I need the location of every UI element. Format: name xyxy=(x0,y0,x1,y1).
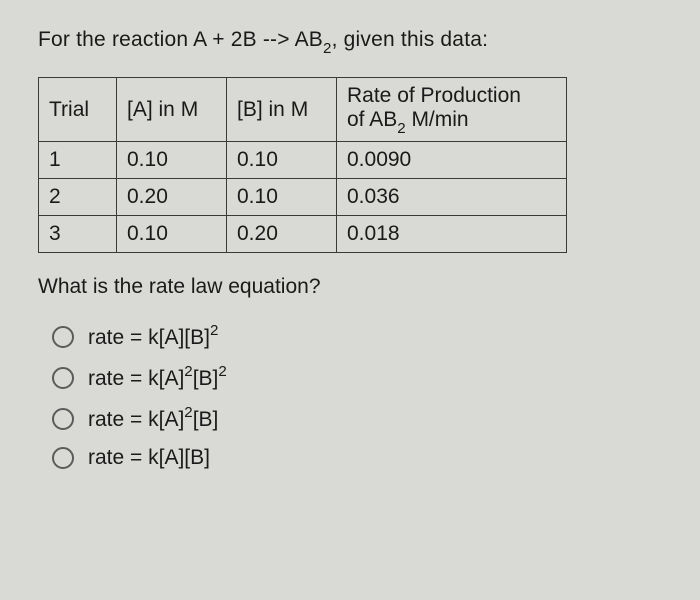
cell-a: 0.10 xyxy=(117,216,227,253)
table-row: 3 0.10 0.20 0.018 xyxy=(39,216,567,253)
cell-a: 0.20 xyxy=(117,179,227,216)
radio-icon[interactable] xyxy=(52,326,74,348)
radio-icon[interactable] xyxy=(52,408,74,430)
th-trial: Trial xyxy=(39,78,117,142)
table-header-row: Trial [A] in M [B] in M Rate of Producti… xyxy=(39,78,567,142)
question-prefix: For the reaction A + 2B --> AB xyxy=(38,28,323,51)
cell-rate: 0.018 xyxy=(337,216,567,253)
question-suffix: , given this data: xyxy=(332,28,489,51)
prompt-text: What is the rate law equation? xyxy=(38,275,662,299)
option-2-label: rate = k[A]2[B]2 xyxy=(88,364,227,391)
option-4[interactable]: rate = k[A][B] xyxy=(52,446,662,470)
option-1[interactable]: rate = k[A][B]2 xyxy=(52,323,662,350)
table-row: 1 0.10 0.10 0.0090 xyxy=(39,142,567,179)
data-table: Trial [A] in M [B] in M Rate of Producti… xyxy=(38,77,567,253)
th-rate-line2-pre: of AB xyxy=(347,108,397,131)
question-page: For the reaction A + 2B --> AB2, given t… xyxy=(0,0,700,512)
table-row: 2 0.20 0.10 0.036 xyxy=(39,179,567,216)
option-3-label: rate = k[A]2[B] xyxy=(88,405,218,432)
cell-trial: 3 xyxy=(39,216,117,253)
th-a: [A] in M xyxy=(117,78,227,142)
cell-b: 0.20 xyxy=(227,216,337,253)
question-stem: For the reaction A + 2B --> AB2, given t… xyxy=(38,28,662,55)
th-b: [B] in M xyxy=(227,78,337,142)
th-rate-line2-post: M/min xyxy=(406,108,469,131)
th-rate: Rate of Production of AB2 M/min xyxy=(337,78,567,142)
radio-icon[interactable] xyxy=(52,367,74,389)
question-sub: 2 xyxy=(323,40,332,57)
cell-trial: 1 xyxy=(39,142,117,179)
options-group: rate = k[A][B]2 rate = k[A]2[B]2 rate = … xyxy=(38,323,662,470)
cell-a: 0.10 xyxy=(117,142,227,179)
cell-b: 0.10 xyxy=(227,179,337,216)
option-4-label: rate = k[A][B] xyxy=(88,446,210,470)
cell-trial: 2 xyxy=(39,179,117,216)
cell-b: 0.10 xyxy=(227,142,337,179)
cell-rate: 0.036 xyxy=(337,179,567,216)
th-rate-line2-sub: 2 xyxy=(397,120,405,137)
cell-rate: 0.0090 xyxy=(337,142,567,179)
radio-icon[interactable] xyxy=(52,447,74,469)
option-3[interactable]: rate = k[A]2[B] xyxy=(52,405,662,432)
option-2[interactable]: rate = k[A]2[B]2 xyxy=(52,364,662,391)
th-rate-line1: Rate of Production xyxy=(347,84,521,107)
option-1-label: rate = k[A][B]2 xyxy=(88,323,218,350)
